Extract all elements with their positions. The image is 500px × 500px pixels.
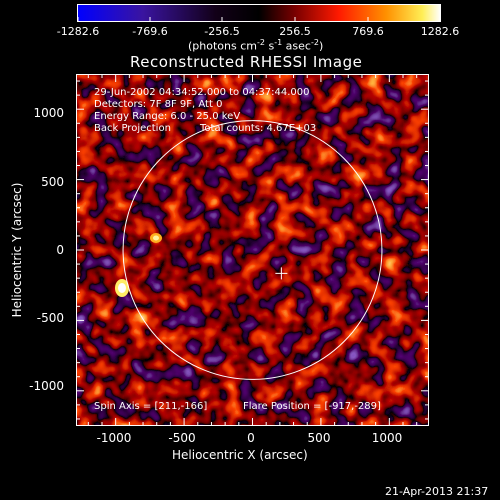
colorbar-tick: 256.5 [279,25,311,38]
axis-ticks [76,74,429,426]
rhessi-image-plot [76,74,429,426]
method: Back Projection [94,123,171,134]
x-tick-label: 0 [247,431,255,445]
x-tick-label: -500 [168,431,196,445]
solar-limb-circle [122,120,383,380]
detectors: Detectors: 7F 8F 9F, Att 0 [94,99,223,110]
colorbar-units: (photons cm-2 s-1 asec-2) [188,38,324,53]
y-tick-label: 0 [56,243,64,257]
y-tick-label: 1000 [33,106,64,120]
colorbar-tick: -1282.6 [56,25,100,38]
total-counts: Total counts: 4.67E+03 [200,123,317,134]
y-tick-label: -1000 [29,379,64,393]
x-axis-label: Heliocentric X (arcsec) [172,448,308,462]
spin-axis-label: Spin Axis = [211,-166] [94,401,208,412]
y-tick-label: -500 [36,311,64,325]
spin-axis-marker [275,267,288,280]
colorbar-tick: -769.6 [132,25,168,38]
y-tick-label: 500 [41,175,64,189]
x-tick-label: 1000 [371,431,403,445]
colorbar-tick: -256.5 [204,25,240,38]
colorbar-tick: 1282.6 [420,25,460,38]
bright-sources [115,233,162,297]
time-range: 29-Jun-2002 04:34:52.000 to 04:37:44.000 [94,87,310,98]
colorbar [77,4,441,22]
x-tick-label: -1000 [96,431,132,445]
plot-title: Reconstructed RHESSI Image [130,53,363,71]
flare-position-label: Flare Position = [-917,-289] [243,401,381,412]
y-axis-label: Heliocentric Y (arcsec) [10,182,24,318]
x-tick-label: 500 [307,431,331,445]
colorbar-tick: 769.6 [352,25,384,38]
footer-date: 21-Apr-2013 21:37 [385,485,489,498]
energy-range: Energy Range: 6.0 - 25.0 keV [94,111,241,122]
